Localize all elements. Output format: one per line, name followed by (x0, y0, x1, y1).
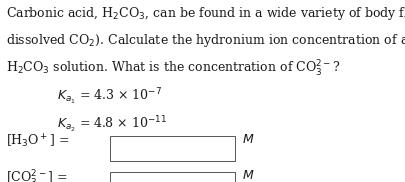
Text: [CO$_3^{2-}$] =: [CO$_3^{2-}$] = (6, 169, 68, 182)
FancyBboxPatch shape (109, 136, 235, 161)
Text: $K_{a_1}$ = 4.3 × 10$^{-7}$: $K_{a_1}$ = 4.3 × 10$^{-7}$ (57, 86, 162, 107)
Text: H$_2$CO$_3$ solution. What is the concentration of CO$_3^{2-}$?: H$_2$CO$_3$ solution. What is the concen… (6, 59, 340, 79)
Text: [H$_3$O$^+$] =: [H$_3$O$^+$] = (6, 133, 69, 150)
FancyBboxPatch shape (109, 172, 235, 182)
Text: $K_{a_2}$ = 4.8 × 10$^{-11}$: $K_{a_2}$ = 4.8 × 10$^{-11}$ (57, 115, 166, 135)
Text: Carbonic acid, H$_2$CO$_3$, can be found in a wide variety of body fluids (from: Carbonic acid, H$_2$CO$_3$, can be found… (6, 5, 405, 21)
Text: dissolved CO$_2$). Calculate the hydronium ion concentration of a 3.46 × 10$^{-4: dissolved CO$_2$). Calculate the hydroni… (6, 32, 405, 52)
Text: $M$: $M$ (241, 169, 254, 182)
Text: $M$: $M$ (241, 133, 254, 146)
